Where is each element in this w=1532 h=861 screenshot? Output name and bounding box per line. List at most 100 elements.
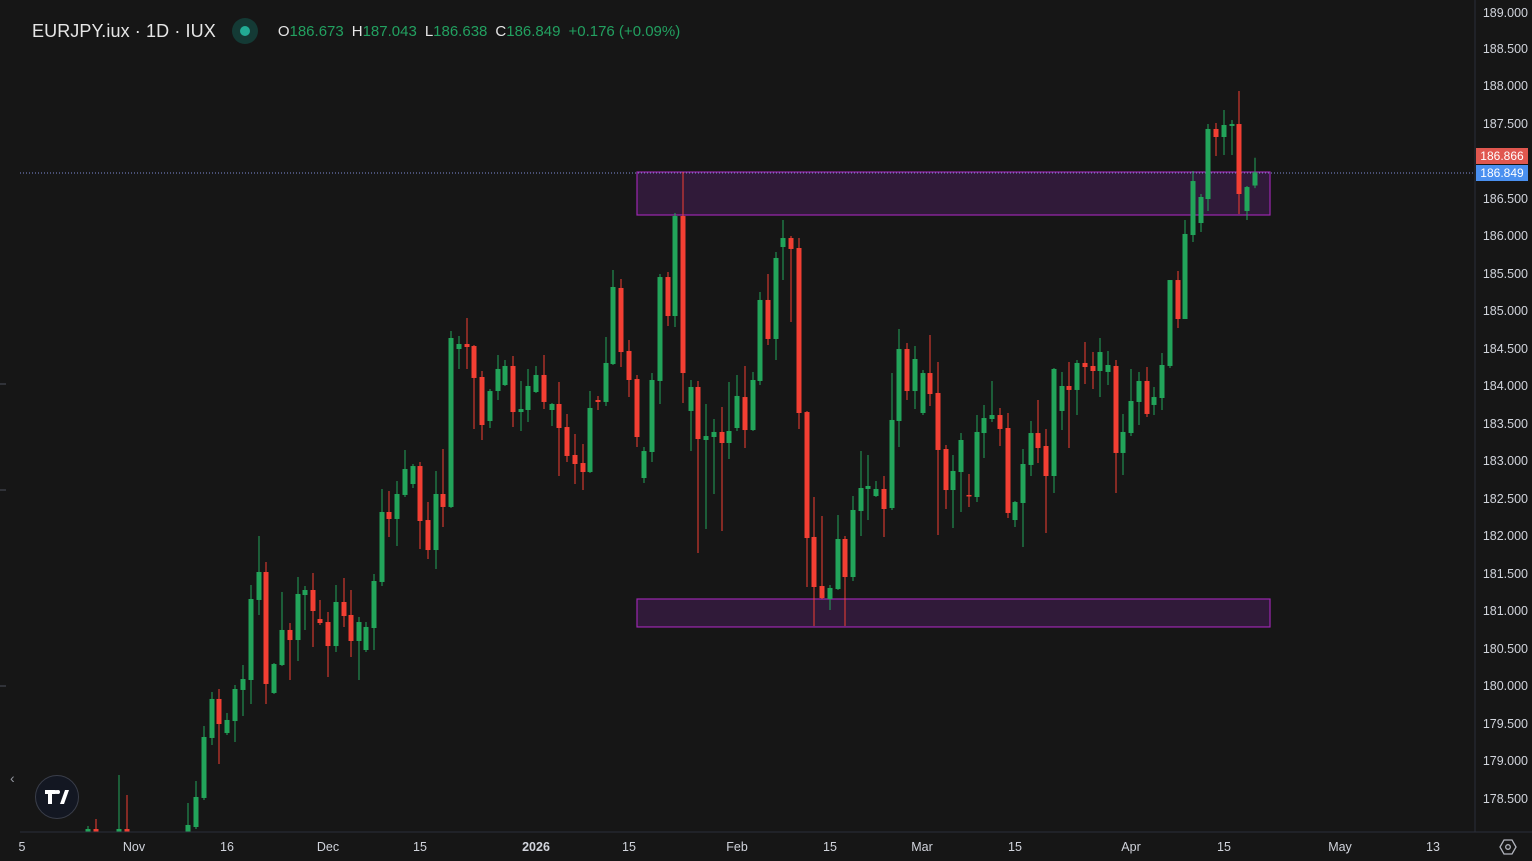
candle [116,775,122,832]
candle [518,380,524,431]
time-axis-label: 15 [622,840,636,854]
candle [695,380,701,554]
candle [981,404,987,458]
price-axis-label: 182.000 [1482,529,1528,543]
candle [750,371,756,431]
candle [842,536,848,626]
candle [456,335,462,369]
high-label: H [351,22,363,40]
price-axis-label: 188.000 [1482,79,1528,93]
candle [719,407,725,531]
candle [757,292,763,386]
candle [425,502,431,560]
candle [479,371,485,440]
candle [85,826,91,832]
candle [502,359,508,386]
candle [896,329,902,447]
candle [943,445,949,509]
candle [889,373,895,510]
candle [464,317,470,369]
candle [471,344,477,429]
candle [811,497,817,626]
candle [185,803,191,832]
candle [610,269,616,365]
candle [201,725,207,800]
candle [533,365,539,393]
price-axis-label: 181.500 [1482,566,1528,581]
settings-gear-icon[interactable] [1499,838,1517,856]
candle [1051,368,1057,494]
candle [958,433,964,512]
open-value: 186.673 [289,22,344,40]
support-zone[interactable] [636,598,1271,628]
candle [1012,500,1018,527]
candle [556,382,562,476]
resistance-zone[interactable] [636,171,1271,216]
candle [827,584,833,611]
candle [209,692,215,746]
candle [1252,157,1258,189]
candle [672,212,678,327]
time-axis-label: Nov [122,840,146,854]
candle [1097,338,1103,398]
market-status-icon[interactable] [231,18,258,44]
candle [788,236,794,323]
time-axis-label: 13 [1426,840,1440,854]
candle [688,380,694,452]
price-axis-label: 187.500 [1482,116,1528,131]
time-axis-label: 5 [18,840,26,854]
open-label: O [277,22,290,40]
candle [634,374,640,447]
candle [325,611,331,677]
symbol-title[interactable]: EURJPY.iux · 1D · IUX [32,20,216,41]
candle [580,443,586,491]
candle [1066,362,1072,449]
candle [1244,185,1250,221]
candle [271,662,277,695]
candle [1175,271,1181,329]
candle [295,577,301,662]
candle [1005,413,1011,518]
candle [1020,449,1026,548]
candle [989,380,995,422]
candle [549,403,555,426]
candle [310,572,316,647]
candle [1082,341,1088,384]
candle [912,346,918,410]
candle [703,404,709,530]
candle [124,794,130,832]
price-axis-label: 185.000 [1482,304,1528,318]
candle [1213,122,1219,156]
candle [402,449,408,497]
candle [379,488,385,587]
candle [974,415,980,503]
chart-legend: EURJPY.iux · 1D · IUX O186.673 H187.043 … [32,18,680,44]
price-axis-label: 179.500 [1482,716,1528,731]
candle [603,337,609,407]
low-label: L [424,22,434,40]
time-axis-label: Mar [911,840,933,854]
time-axis-label: 15 [1217,840,1231,854]
candle [510,356,516,428]
zones-layer [636,171,1271,628]
candle [595,395,601,410]
candle [850,496,856,581]
candle [541,355,547,410]
tradingview-logo-icon[interactable] [35,775,79,819]
candle [997,407,1003,446]
candle [1236,91,1242,215]
candle [495,355,501,401]
price-axis-label: 185.500 [1482,266,1528,281]
high-price-tag: 186.866 [1476,148,1528,164]
candle [1105,350,1111,386]
candle [1136,371,1142,425]
candle [773,251,779,360]
change-value: +0.176 (+0.09%) [568,22,681,40]
candle [835,515,841,590]
scroll-left-icon[interactable]: ‹ [10,770,15,786]
candle [1205,124,1211,212]
time-axis-label: Feb [726,840,748,854]
candle [341,578,347,627]
candle [363,622,369,653]
